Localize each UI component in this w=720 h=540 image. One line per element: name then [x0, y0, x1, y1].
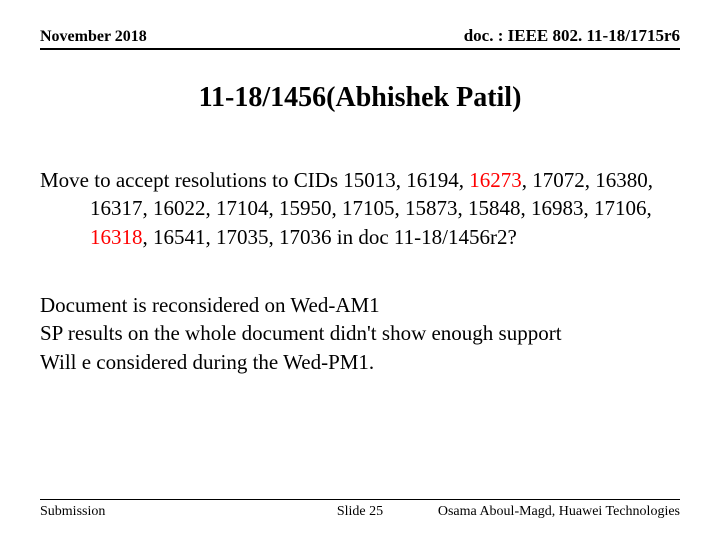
footer-author: Osama Aboul-Magd, Huawei Technologies [438, 504, 680, 520]
motion-text: Move to accept resolutions to CIDs 15013… [40, 166, 680, 251]
footer: Submission Slide 25 Osama Aboul-Magd, Hu… [40, 504, 680, 520]
note-line-1: Document is reconsidered on Wed-AM1 [40, 291, 680, 319]
header-date: November 2018 [40, 28, 147, 46]
footer-rule [40, 499, 680, 500]
header: November 2018 doc. : IEEE 802. 11-18/171… [40, 26, 680, 46]
footer-left: Submission [40, 504, 105, 520]
footer-slide-number: Slide 25 [337, 504, 383, 520]
motion-cid-red-2: 16318 [90, 225, 143, 249]
motion-prefix: Move to accept resolutions to CIDs 15013… [40, 168, 469, 192]
note-line-2: SP results on the whole document didn't … [40, 319, 680, 347]
note-line-3: Will e considered during the Wed-PM1. [40, 348, 680, 376]
motion-cid-red-1: 16273 [469, 168, 522, 192]
slide-title: 11-18/1456(Abhishek Patil) [0, 82, 720, 114]
header-rule [40, 48, 680, 50]
slide-body: Move to accept resolutions to CIDs 15013… [40, 166, 680, 376]
motion-suffix: , 16541, 17035, 17036 in doc 11-18/1456r… [143, 225, 517, 249]
header-docref: doc. : IEEE 802. 11-18/1715r6 [464, 26, 680, 46]
